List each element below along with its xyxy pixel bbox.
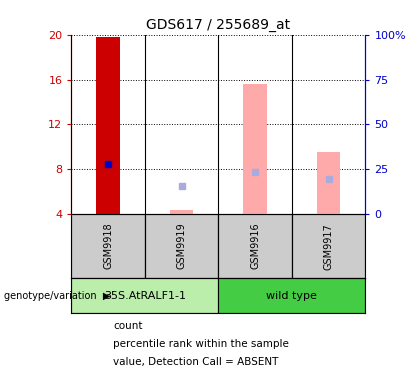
Bar [317, 153, 340, 214]
Text: GSM9916: GSM9916 [250, 223, 260, 269]
Text: wild type: wild type [266, 291, 318, 300]
Text: 35S.AtRALF1-1: 35S.AtRALF1-1 [104, 291, 186, 300]
Bar [170, 210, 194, 214]
Text: GSM9918: GSM9918 [103, 223, 113, 269]
Bar [145, 214, 218, 278]
Bar [292, 214, 365, 278]
Bar [218, 214, 292, 278]
Bar [71, 278, 218, 313]
Title: GDS617 / 255689_at: GDS617 / 255689_at [146, 18, 291, 32]
Text: count: count [113, 321, 143, 331]
Text: percentile rank within the sample: percentile rank within the sample [113, 339, 289, 349]
Bar [244, 84, 267, 214]
Text: value, Detection Call = ABSENT: value, Detection Call = ABSENT [113, 357, 279, 366]
Bar [218, 278, 365, 313]
Bar [97, 37, 120, 214]
Text: GSM9917: GSM9917 [324, 223, 333, 269]
Text: genotype/variation  ▶: genotype/variation ▶ [4, 291, 110, 300]
Bar [71, 214, 145, 278]
Text: GSM9919: GSM9919 [177, 223, 186, 269]
